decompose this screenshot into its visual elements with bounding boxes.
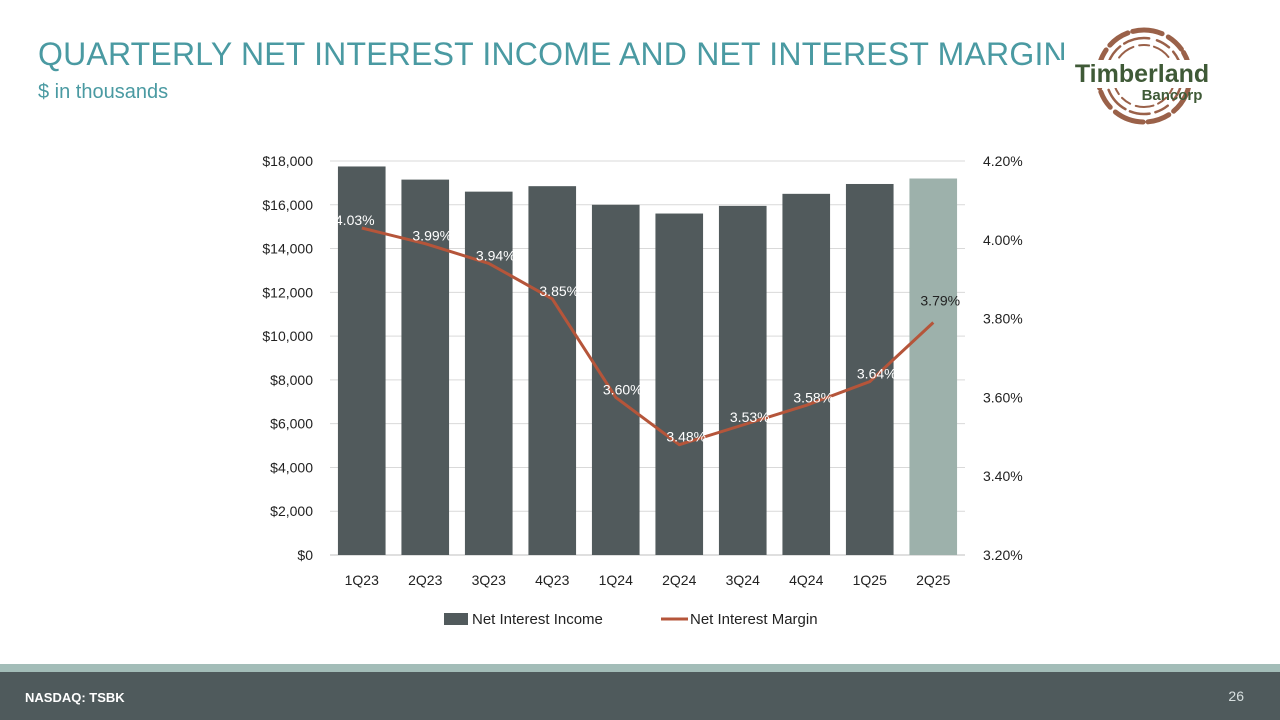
y-left-tick-label: $10,000	[262, 328, 313, 344]
x-tick-label: 2Q25	[916, 572, 950, 588]
bar	[591, 204, 640, 555]
nii-nim-chart: $0 $2,000 $4,000 $6,000 $8,000 $10,000 $12,000…	[262, 153, 1022, 628]
slide-title: QUARTERLY NET INTEREST INCOME AND NET IN…	[38, 36, 1067, 72]
x-tick-label: 3Q24	[726, 572, 760, 588]
bar	[655, 213, 704, 556]
x-tick-label: 2Q23	[408, 572, 442, 588]
nim-data-label: 3.60%	[603, 381, 643, 397]
y-left-tick-label: $14,000	[262, 241, 313, 257]
y-left-tick-label: $4,000	[270, 459, 313, 475]
y-right-tick-label: 4.20%	[983, 153, 1023, 169]
bar	[464, 191, 513, 555]
line-series	[361, 226, 935, 447]
legend-label: Net Interest Income	[472, 611, 603, 628]
nim-data-label: 3.85%	[539, 283, 579, 299]
y-left-tick-label: $2,000	[270, 503, 313, 519]
bar	[909, 178, 958, 555]
x-tick-label: 1Q23	[345, 572, 379, 588]
slide-subtitle: $ in thousands	[38, 81, 169, 103]
nim-data-label: 3.48%	[666, 429, 706, 445]
bar	[845, 183, 894, 555]
x-tick-label: 4Q23	[535, 572, 569, 588]
nim-data-label: 4.03%	[335, 212, 375, 228]
y-left-tick-label: $18,000	[262, 153, 313, 169]
footer-stripe	[0, 664, 1280, 672]
y-right-tick-label: 4.00%	[983, 232, 1023, 248]
logo-wordmark-line1: Timberland	[1075, 60, 1209, 88]
axes: $0 $2,000 $4,000 $6,000 $8,000 $10,000 $12,000…	[262, 153, 1022, 588]
legend: Net Interest Income Net Interest Margin	[444, 611, 818, 628]
x-tick-label: 4Q24	[789, 572, 823, 588]
nim-data-label: 3.64%	[857, 366, 897, 382]
legend-swatch-bar	[444, 613, 468, 625]
y-left-tick-label: $6,000	[270, 416, 313, 432]
data-labels: 4.03% 3.99% 3.94% 3.85% 3.60% 3.48% 3.53% 3.58%…	[335, 212, 960, 445]
nim-line	[361, 226, 935, 447]
x-tick-label: 1Q24	[599, 572, 633, 588]
timberland-bancorp-logo: Timberland Bancorp	[1056, 27, 1232, 125]
legend-label: Net Interest Margin	[690, 611, 818, 628]
bar-series	[337, 166, 958, 556]
y-right-tick-label: 3.40%	[983, 468, 1023, 484]
x-tick-label: 2Q24	[662, 572, 696, 588]
page-number: 26	[1228, 688, 1244, 704]
bar	[718, 205, 767, 555]
y-left-tick-label: $0	[297, 547, 313, 563]
footer-ticker: NASDAQ: TSBK	[25, 690, 125, 705]
y-right-tick-label: 3.80%	[983, 311, 1023, 327]
y-left-tick-label: $12,000	[262, 284, 313, 300]
bar	[528, 186, 577, 555]
y-right-tick-label: 3.20%	[983, 547, 1023, 563]
x-tick-label: 3Q23	[472, 572, 506, 588]
y-right-tick-label: 3.60%	[983, 389, 1023, 405]
y-left-tick-label: $8,000	[270, 372, 313, 388]
nim-data-label: 3.94%	[476, 247, 516, 263]
nim-data-label: 3.53%	[730, 409, 770, 425]
nim-data-label: 3.99%	[412, 228, 452, 244]
nim-data-label: 3.79%	[920, 293, 960, 309]
bar	[782, 193, 831, 556]
y-left-tick-label: $16,000	[262, 197, 313, 213]
logo-wordmark-line2: Bancorp	[1142, 87, 1203, 104]
x-tick-label: 1Q25	[853, 572, 887, 588]
nim-data-label: 3.58%	[793, 389, 833, 405]
footer-bar: NASDAQ: TSBK 26	[0, 672, 1280, 720]
